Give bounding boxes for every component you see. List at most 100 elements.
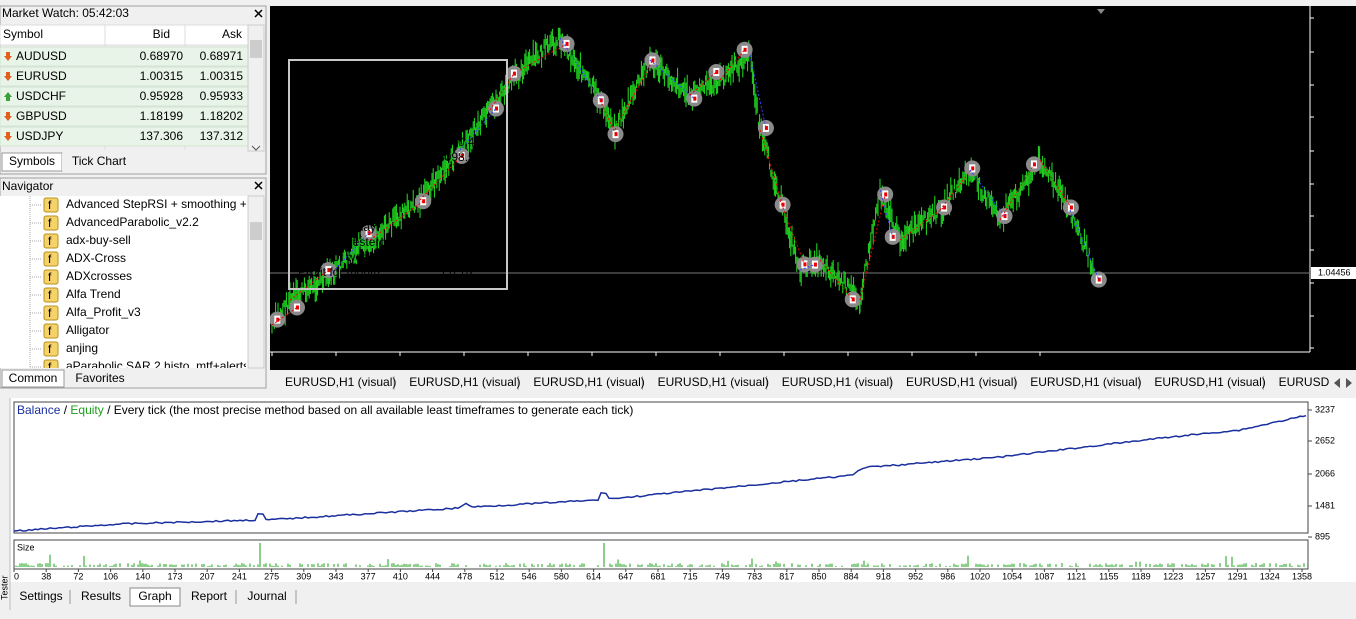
tab[interactable] <box>1 369 65 388</box>
panel-label: Spread: <box>298 105 340 119</box>
trade-arrow <box>715 70 719 75</box>
panel-value: 290.01 <box>438 220 475 234</box>
tab[interactable] <box>182 588 236 606</box>
x-label: 817 <box>779 571 794 581</box>
indicator-name[interactable]: anjing <box>66 341 98 355</box>
chart-tab[interactable]: EURUSD,H1 (visual) <box>782 375 893 389</box>
x-label: 106 <box>103 571 118 581</box>
x-label: 275 <box>264 571 279 581</box>
panel-value: 3100.4 <box>438 135 475 149</box>
x-label: 546 <box>522 571 537 581</box>
indicator-name[interactable]: AdvancedParabolic_v2.2 <box>66 215 199 229</box>
trade-arrow <box>781 202 785 207</box>
trade-link <box>329 232 369 276</box>
navigator-items: f Advanced StepRSI + smoothing + f Advance… <box>30 197 256 373</box>
x-label: 1324 <box>1260 571 1280 581</box>
indicator-name[interactable]: Advanced StepRSI + smoothing + <box>66 197 247 211</box>
chart-tab[interactable]: EURUSD,H1 (visual) <box>533 375 644 389</box>
trade-link <box>819 259 854 300</box>
price-label: 1.03870 <box>1318 310 1351 320</box>
tab[interactable] <box>72 588 130 606</box>
tab-label[interactable]: Favorites <box>75 371 124 385</box>
scroll-thumb[interactable] <box>250 222 262 240</box>
close-button[interactable] <box>254 181 263 190</box>
bid: 1.18199 <box>140 109 184 123</box>
trade-arrow <box>1003 214 1007 219</box>
x-label: 241 <box>232 571 247 581</box>
x-label: 918 <box>876 571 891 581</box>
icon-glyph: f <box>48 216 52 230</box>
trade-link <box>1069 209 1100 280</box>
indicator-name[interactable]: Alfa_Profit_v3 <box>66 305 141 319</box>
y-label: 3237 <box>1315 404 1335 414</box>
chart-tab[interactable]: EURUSD, <box>1279 375 1333 389</box>
tab-label[interactable]: Common <box>9 371 58 385</box>
chart-tab[interactable]: EURUSD,H1 (visual) <box>409 375 520 389</box>
symbol: AUDUSD <box>16 49 67 63</box>
symbol: USDCHF <box>16 89 66 103</box>
tab-scroll[interactable] <box>1334 378 1352 388</box>
trade-arrow <box>1032 162 1036 167</box>
icon-glyph: f <box>48 288 52 302</box>
trade-link <box>779 199 805 265</box>
tab[interactable] <box>66 370 134 387</box>
chart-tab[interactable]: EURUSD,H1 (visual) <box>1154 375 1265 389</box>
tab[interactable] <box>238 588 296 606</box>
panel-value: -1.86 <box>438 205 466 219</box>
indicator-name[interactable]: Alligator <box>66 323 109 337</box>
panel-value: 500 <box>438 120 458 134</box>
trade-arrow <box>276 317 280 322</box>
y-label: 895 <box>1315 531 1330 541</box>
tab-label[interactable]: Symbols <box>9 154 55 168</box>
panel-label: Profit for today: <box>298 220 379 234</box>
tab[interactable] <box>129 587 181 607</box>
down-arrow <box>4 112 12 121</box>
icon-glyph: f <box>48 198 52 212</box>
chart-tab[interactable]: EURUSD,H1 (visual) <box>285 375 396 389</box>
x-label: 1257 <box>1195 571 1215 581</box>
tab-label[interactable]: Journal <box>247 589 286 603</box>
graph-legend: Balance / Equity / Every tick (the most … <box>17 403 633 417</box>
x-label: 1054 <box>1002 571 1022 581</box>
tab-label[interactable]: Results <box>81 589 121 603</box>
tab[interactable] <box>12 588 70 606</box>
chart-tab[interactable]: EURUSD,H1 (visual) <box>1030 375 1141 389</box>
panel-label: Max Floating $: <box>298 190 380 204</box>
time-label: 22 Jun 19:00 <box>976 355 1028 365</box>
navigator-list <box>0 196 248 368</box>
x-label: 884 <box>844 571 859 581</box>
chart-tab[interactable]: EURUSD,H1 (visual) <box>658 375 769 389</box>
close-button[interactable] <box>254 9 263 18</box>
x-label: 1291 <box>1228 571 1248 581</box>
time-label: 12 May 2022 <box>272 355 324 365</box>
ask: 0.95933 <box>200 89 244 103</box>
panel-label: Profit for week: <box>298 250 378 264</box>
scroll-thumb[interactable] <box>250 40 262 58</box>
panel-value: -898.3 <box>438 190 472 204</box>
tab-label[interactable]: Settings <box>19 589 62 603</box>
indicator-name[interactable]: ADX-Cross <box>66 251 126 265</box>
trade-arrow <box>813 262 817 267</box>
chart-tab[interactable]: EURUSD,H1 (visual) <box>906 375 1017 389</box>
indicator-name[interactable]: Alfa Trend <box>66 287 121 301</box>
tab-label[interactable]: Tick Chart <box>72 154 127 168</box>
tab-label[interactable]: Report <box>191 589 228 603</box>
indicator-name[interactable]: adx-buy-sell <box>66 233 131 247</box>
price-label: 1.04330 <box>1318 277 1351 287</box>
column-header: Bid <box>153 27 170 41</box>
indicator-name[interactable]: ADXcrosses <box>66 269 132 283</box>
trade-link <box>489 73 515 111</box>
chart-header: EURUSD,H1 1.04440 1.04466 1.04406 1.0445… <box>276 11 468 21</box>
trade-link <box>749 54 767 129</box>
bid: 0.95928 <box>140 89 184 103</box>
tab-label[interactable]: Graph <box>138 589 171 603</box>
trade-arrow <box>565 41 569 46</box>
trade-arrow <box>1097 277 1101 282</box>
tab[interactable] <box>62 153 136 171</box>
price-label: 1.07980 <box>1318 12 1351 22</box>
trade-link <box>271 307 298 326</box>
indicator-name[interactable]: aParabolic SAR 2 histo_mtf+alerts+ <box>66 359 256 373</box>
navigator-title: Navigator <box>2 179 53 193</box>
